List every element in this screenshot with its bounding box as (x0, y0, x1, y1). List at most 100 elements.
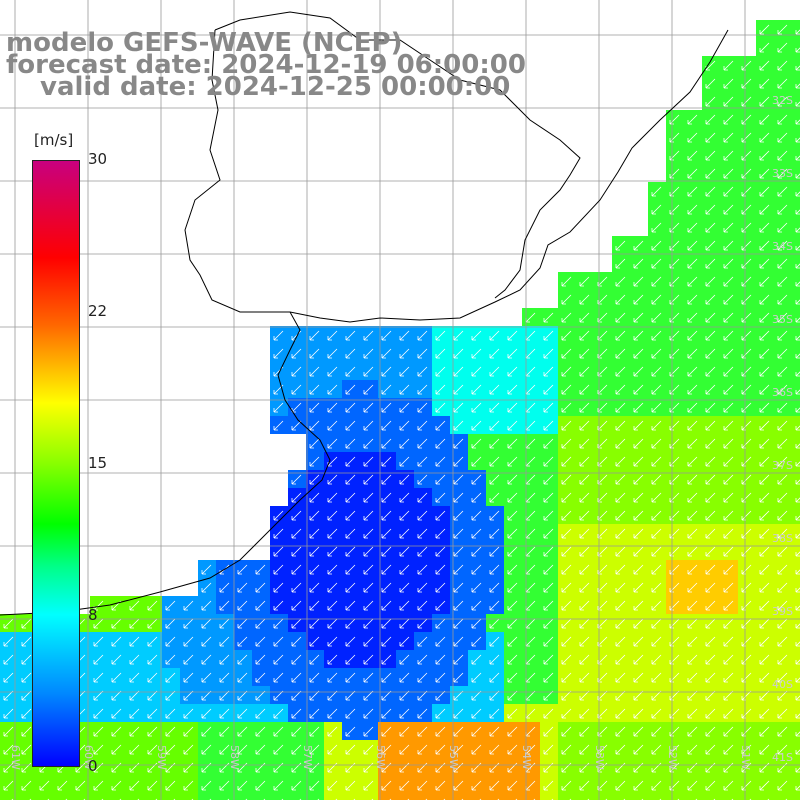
wind-arrow (777, 366, 788, 377)
colorbar-unit: [m/s] (34, 131, 74, 149)
wind-arrow (777, 60, 788, 71)
wind-arrow (363, 402, 374, 413)
wind-arrow (435, 654, 446, 665)
wind-arrow (327, 330, 338, 341)
wind-arrow (345, 384, 356, 395)
wind-arrow (759, 582, 770, 593)
wind-cell (180, 794, 198, 800)
wind-arrow (777, 402, 788, 413)
wind-arrow (795, 659, 800, 665)
wind-arrow (291, 582, 302, 593)
wind-arrow (381, 384, 392, 395)
wind-arrow (309, 366, 320, 377)
wind-arrow (795, 767, 800, 773)
wind-arrow (21, 636, 32, 647)
wind-arrow (345, 348, 356, 359)
wind-arrow (471, 618, 482, 629)
wind-arrow (435, 564, 446, 575)
wind-arrow (615, 330, 626, 341)
wind-arrow (399, 492, 410, 503)
wind-arrow (417, 726, 428, 737)
wind-arrow (759, 726, 770, 737)
wind-arrow (273, 780, 284, 791)
wind-arrow (291, 528, 302, 539)
wind-arrow (435, 744, 446, 755)
wind-arrow (687, 600, 698, 611)
wind-arrow (507, 474, 518, 485)
wind-arrow (507, 438, 518, 449)
wind-arrow (633, 672, 644, 683)
wind-arrow (417, 600, 428, 611)
wind-arrow (759, 420, 770, 431)
wind-arrow (363, 690, 374, 701)
wind-arrow (309, 600, 320, 611)
wind-arrow (309, 744, 320, 755)
wind-arrow (759, 492, 770, 503)
wind-arrow (633, 348, 644, 359)
wind-arrow (417, 330, 428, 341)
wind-arrow (561, 276, 572, 287)
wind-arrow (273, 546, 284, 557)
wind-arrow (561, 528, 572, 539)
wind-arrow (327, 726, 338, 737)
wind-arrow (723, 330, 734, 341)
wind-arrow (471, 654, 482, 665)
wind-cell (792, 362, 800, 380)
wind-cell (0, 794, 18, 800)
wind-arrow (795, 623, 800, 629)
wind-cell (792, 614, 800, 632)
wind-arrow (507, 762, 518, 773)
wind-arrow (345, 708, 356, 719)
wind-arrow (507, 366, 518, 377)
wind-arrow (795, 587, 800, 593)
wind-arrow (723, 348, 734, 359)
wind-arrow (633, 294, 644, 305)
wind-arrow (291, 780, 302, 791)
wind-arrow (345, 618, 356, 629)
wind-arrow (273, 582, 284, 593)
colorbar-tick-22: 22 (88, 302, 108, 320)
wind-arrow (453, 636, 464, 647)
wind-arrow (723, 276, 734, 287)
wind-arrow (705, 492, 716, 503)
wind-arrow (543, 528, 554, 539)
wind-arrow (705, 564, 716, 575)
wind-arrow (399, 672, 410, 683)
wind-arrow (93, 600, 104, 611)
wind-arrow (417, 708, 428, 719)
wind-arrow (759, 276, 770, 287)
wind-arrow (759, 114, 770, 125)
wind-arrow (579, 510, 590, 521)
wind-arrow (327, 546, 338, 557)
wind-cell (72, 794, 90, 800)
wind-arrow (579, 600, 590, 611)
wind-arrow (561, 348, 572, 359)
wind-arrow (615, 582, 626, 593)
wind-arrow (291, 546, 302, 557)
wind-arrow (471, 384, 482, 395)
wind-arrow (777, 384, 788, 395)
wind-arrow (687, 258, 698, 269)
wind-arrow (687, 348, 698, 359)
wind-arrow (399, 438, 410, 449)
wind-cell (792, 398, 800, 416)
wind-arrow (453, 492, 464, 503)
wind-arrow (561, 294, 572, 305)
wind-arrow (615, 672, 626, 683)
wind-arrow (471, 474, 482, 485)
wind-arrow (723, 474, 734, 485)
wind-arrow (435, 330, 446, 341)
wind-arrow (579, 348, 590, 359)
wind-arrow (291, 708, 302, 719)
wind-arrow (219, 744, 230, 755)
wind-arrow (129, 654, 140, 665)
wind-arrow (759, 546, 770, 557)
wind-arrow (165, 708, 176, 719)
wind-arrow (471, 726, 482, 737)
wind-cell (792, 218, 800, 236)
wind-arrow (453, 690, 464, 701)
wind-arrow (363, 780, 374, 791)
wind-arrow (147, 672, 158, 683)
wind-arrow (129, 672, 140, 683)
wind-arrow (579, 366, 590, 377)
